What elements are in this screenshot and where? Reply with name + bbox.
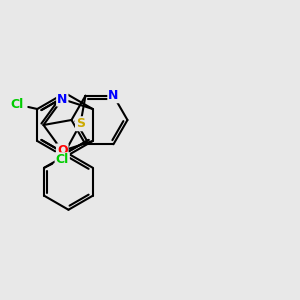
Text: N: N [57, 93, 68, 106]
Text: Cl: Cl [11, 98, 24, 110]
Text: Cl: Cl [56, 153, 69, 166]
Text: N: N [108, 89, 119, 102]
Text: S: S [76, 117, 85, 130]
Text: O: O [57, 144, 68, 158]
